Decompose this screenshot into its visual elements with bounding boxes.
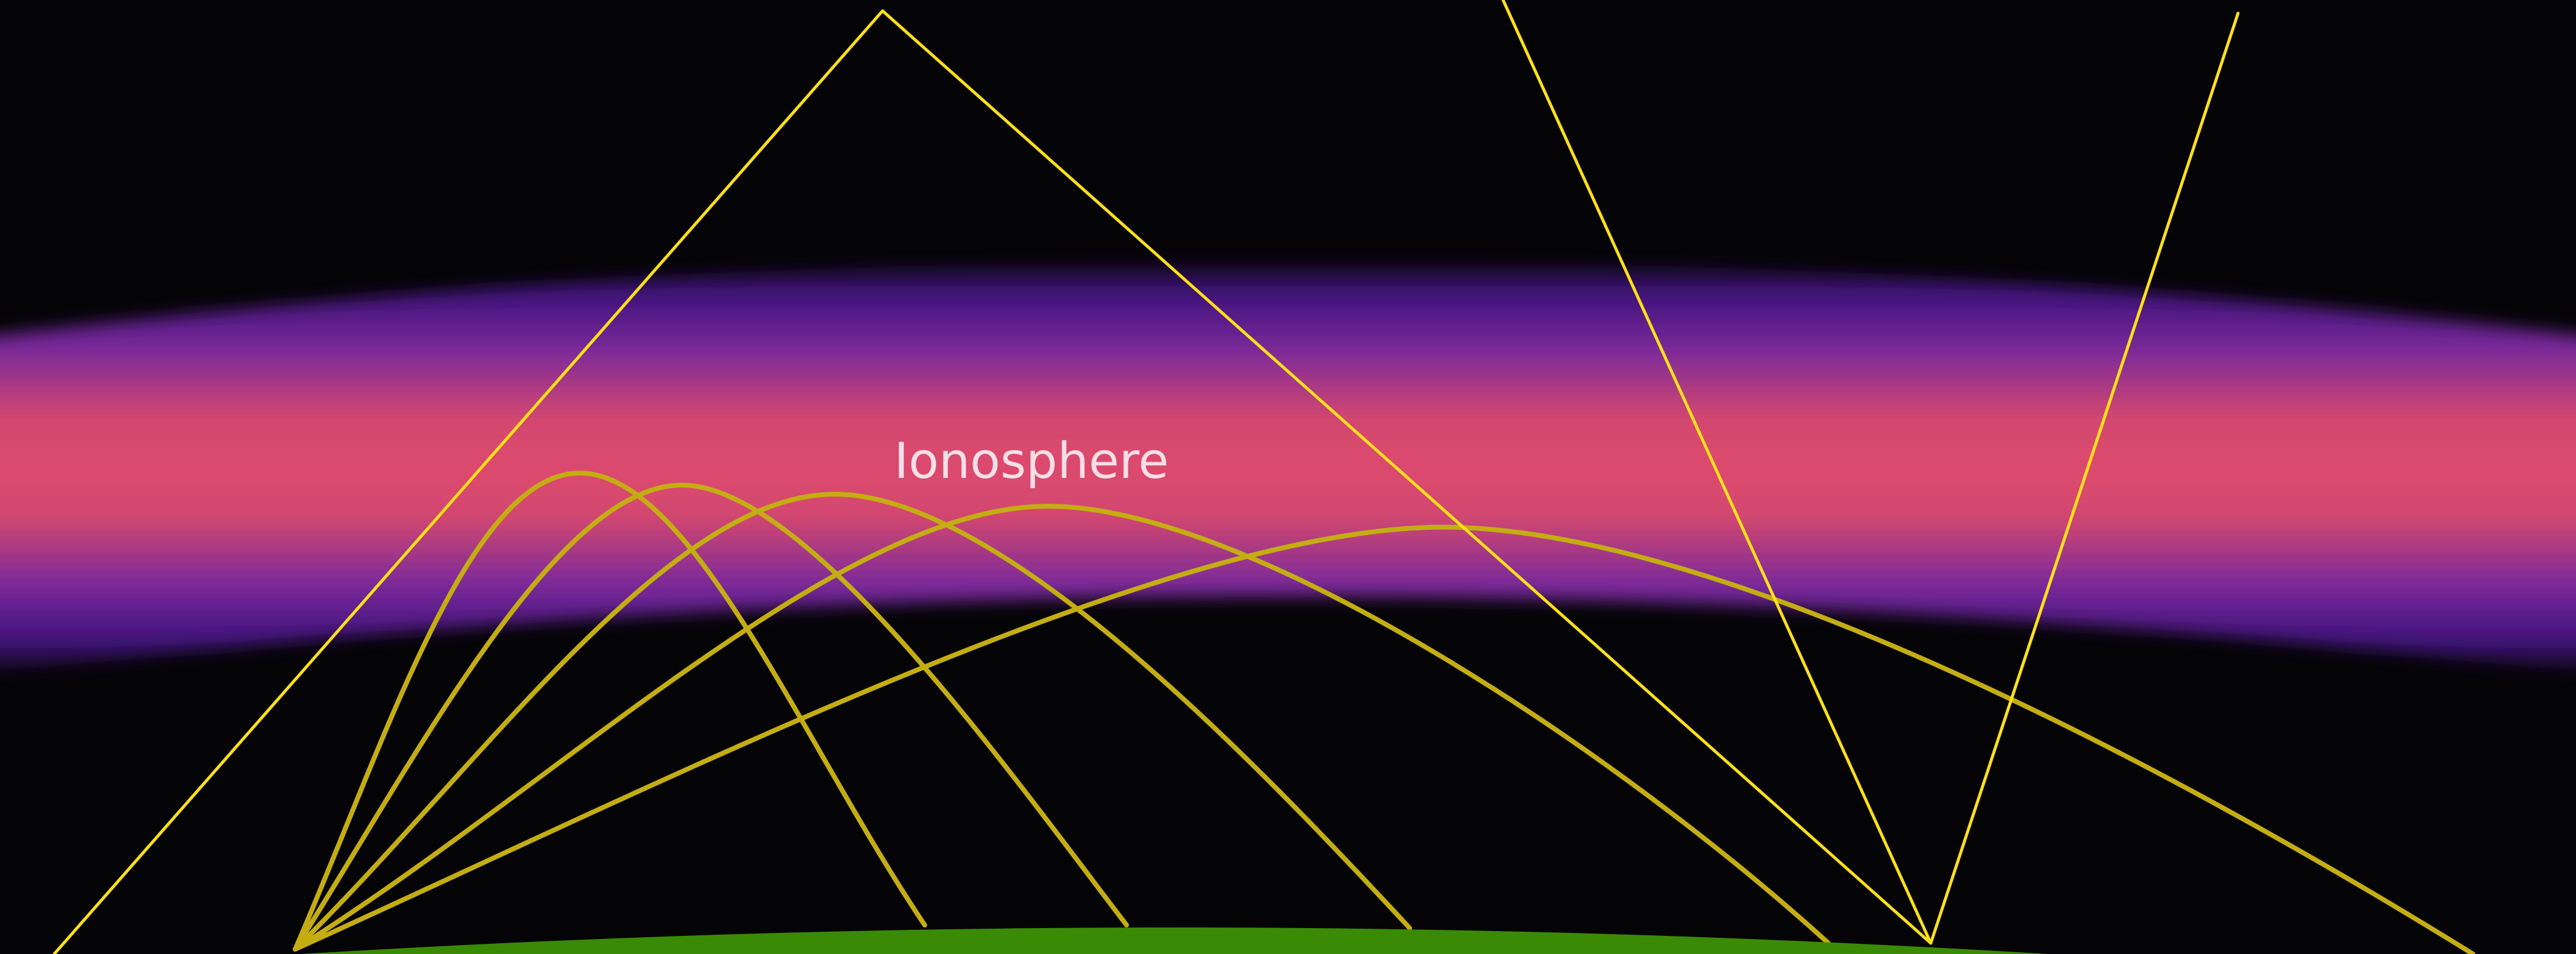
ionosphere-label: Ionosphere (894, 433, 1169, 490)
